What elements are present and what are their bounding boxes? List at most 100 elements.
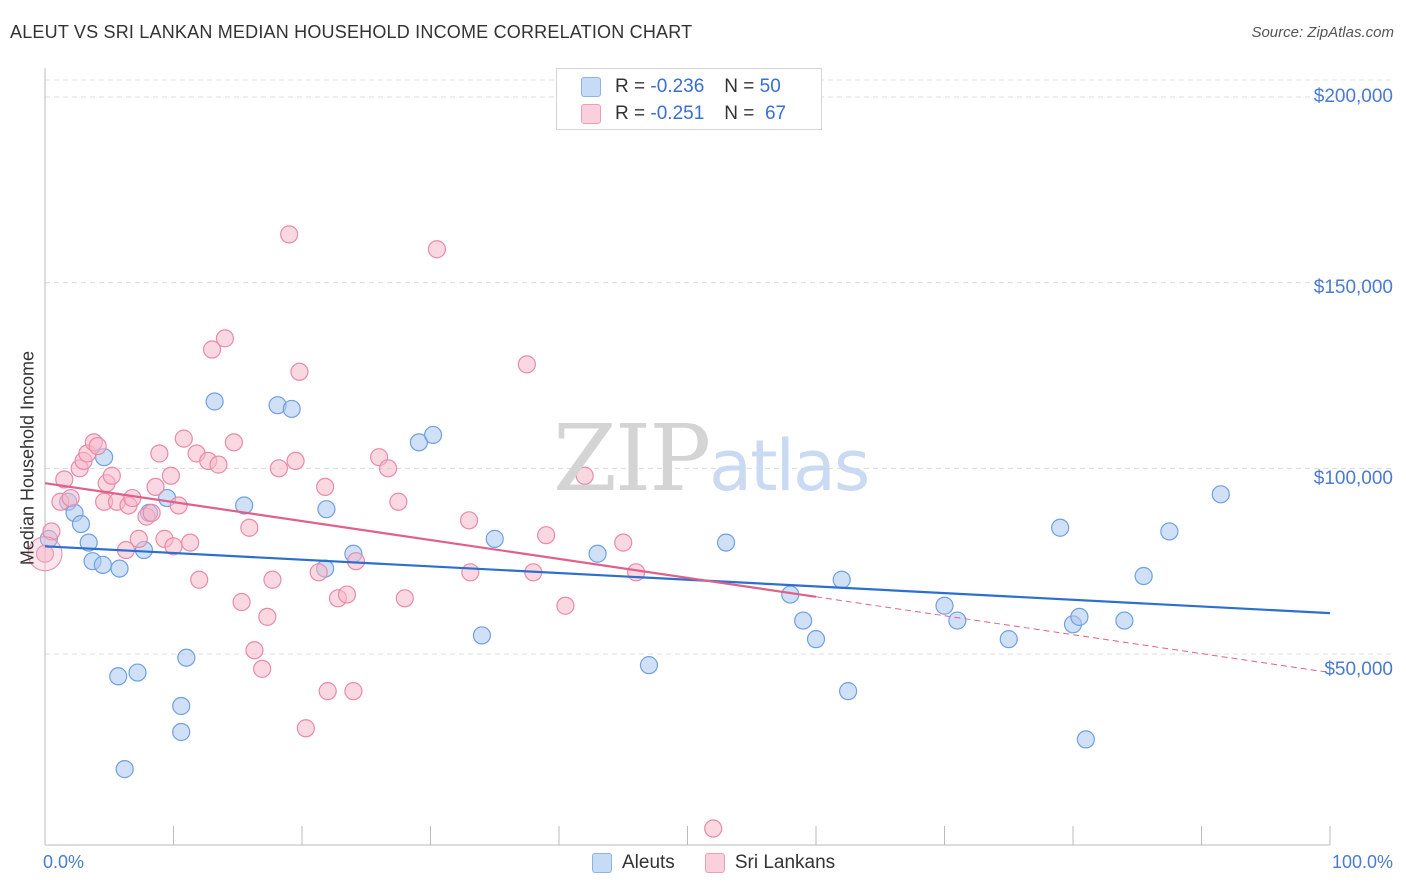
aleut-point [71, 514, 91, 534]
sri-lankan-point [142, 503, 161, 522]
sri-lankan-point [232, 592, 251, 612]
legend-row-aleuts: R = -0.236 N = 50 [581, 75, 781, 99]
legend-swatch-sri-lankans [704, 853, 725, 873]
sri-lankan-point [614, 533, 633, 552]
aleut-point [839, 682, 858, 701]
x-tick-label-min: 0.0% [43, 852, 85, 872]
aleut-point [1134, 566, 1153, 586]
sri-lankan-point [575, 466, 594, 485]
zipatlas-watermark: ZIPatlas [553, 405, 870, 512]
aleut-point [1160, 522, 1179, 541]
aleut-point [716, 533, 736, 552]
aleut-point [935, 596, 954, 615]
sri-lankan-point [461, 563, 480, 582]
aleut-point [317, 500, 336, 519]
legend-label-sri-lankans: Sri Lankans [734, 852, 836, 873]
sri-lankan-point [337, 585, 357, 604]
sri-lankan-point [395, 589, 414, 608]
sri-lankan-point [202, 340, 222, 359]
aleut-point [588, 544, 607, 563]
aleut-point [1076, 730, 1095, 749]
aleut-point [485, 529, 504, 548]
sri-lankans-points [27, 225, 723, 838]
aleut-point [1051, 518, 1070, 537]
aleut-point [205, 392, 224, 411]
sri-lankan-point [286, 451, 305, 471]
x-tick-label-max: 100.0% [1331, 852, 1393, 872]
sri-lankan-point [344, 682, 363, 701]
aleut-point [423, 425, 443, 445]
aleut-point [1115, 611, 1134, 630]
sri-lankan-point [253, 659, 272, 678]
r-label: R = [615, 76, 646, 97]
sri-lankan-point [215, 329, 234, 348]
aleut-point [999, 630, 1018, 649]
aleut-point [235, 496, 254, 515]
sri-lankan-point [556, 596, 575, 615]
sri-lankan-point [150, 444, 169, 463]
y-tick-label: $100,000 [1313, 468, 1393, 489]
aleut-point [110, 559, 129, 578]
sri-lankan-point [42, 522, 61, 541]
sri-lankan-point [224, 433, 243, 452]
n-label: N = [724, 103, 755, 124]
aleut-point [128, 663, 147, 682]
n-label: N = [724, 76, 755, 97]
y-axis-label: Median Household Income [17, 350, 38, 566]
sri-lankan-point [102, 466, 121, 485]
n-value: 67 [764, 103, 787, 124]
aleut-point [409, 433, 429, 452]
sri-lankan-point [209, 455, 228, 474]
sri-lankan-point [280, 225, 299, 244]
sri-lankan-point [537, 526, 556, 545]
aleut-point [115, 760, 134, 779]
sri-lankan-point [88, 436, 107, 456]
aleut-point [282, 399, 301, 419]
r-value: -0.236 [650, 76, 705, 97]
sri-lankan-point [378, 459, 398, 478]
r-value: -0.251 [650, 103, 705, 124]
legend-item-aleuts: Aleuts [592, 852, 675, 874]
axes [44, 68, 1331, 846]
sri-lankans-trend-line-extension [815, 596, 1331, 674]
y-tick-label: $150,000 [1313, 277, 1393, 298]
trend-lines [44, 482, 1331, 674]
aleut-point [177, 648, 196, 667]
aleut-point [806, 630, 826, 649]
sri-lankan-point [459, 511, 479, 530]
aleut-point [639, 656, 659, 675]
aleut-point [79, 533, 98, 552]
sri-lankan-point [35, 544, 55, 563]
legend-item-sri-lankans: Sri Lankans [704, 852, 836, 874]
sri-lankan-point [174, 429, 193, 448]
sri-lankan-point [129, 529, 148, 548]
sri-lankan-point [161, 466, 181, 485]
sri-lankan-point [309, 563, 328, 582]
aleut-point [172, 696, 191, 716]
sri-lankan-point [61, 488, 80, 508]
sri-lankan-point [169, 496, 188, 515]
legend-swatch-sri-lankans [581, 104, 601, 124]
gridlines [45, 79, 1395, 655]
aleut-point [93, 555, 112, 574]
sri-lankan-point [55, 470, 74, 489]
sri-lankan-point [190, 570, 209, 589]
source-label: Source: ZipAtlas.com [1251, 24, 1394, 41]
legend-swatch-aleuts [592, 853, 612, 873]
watermark-atlas: atlas [709, 425, 870, 507]
legend-label-aleuts: Aleuts [622, 852, 675, 873]
sri-lankan-point [240, 518, 259, 537]
legend-row-sri-lankans: R = -0.251 N = 67 [581, 102, 786, 126]
aleut-point [109, 667, 128, 686]
watermark-zip: ZIP [553, 405, 711, 512]
chart-title: ALEUT VS SRI LANKAN MEDIAN HOUSEHOLD INC… [10, 22, 693, 42]
sri-lankan-point [258, 607, 277, 626]
r-label: R = [615, 103, 646, 124]
sri-lankan-point [389, 492, 408, 511]
aleuts-trend-line [44, 545, 1331, 615]
aleut-point [948, 611, 967, 630]
sri-lankan-point [146, 477, 165, 496]
sri-lankan-point [316, 477, 335, 496]
sri-lankan-point-cluster [27, 536, 63, 572]
sri-lankan-point [318, 682, 337, 701]
